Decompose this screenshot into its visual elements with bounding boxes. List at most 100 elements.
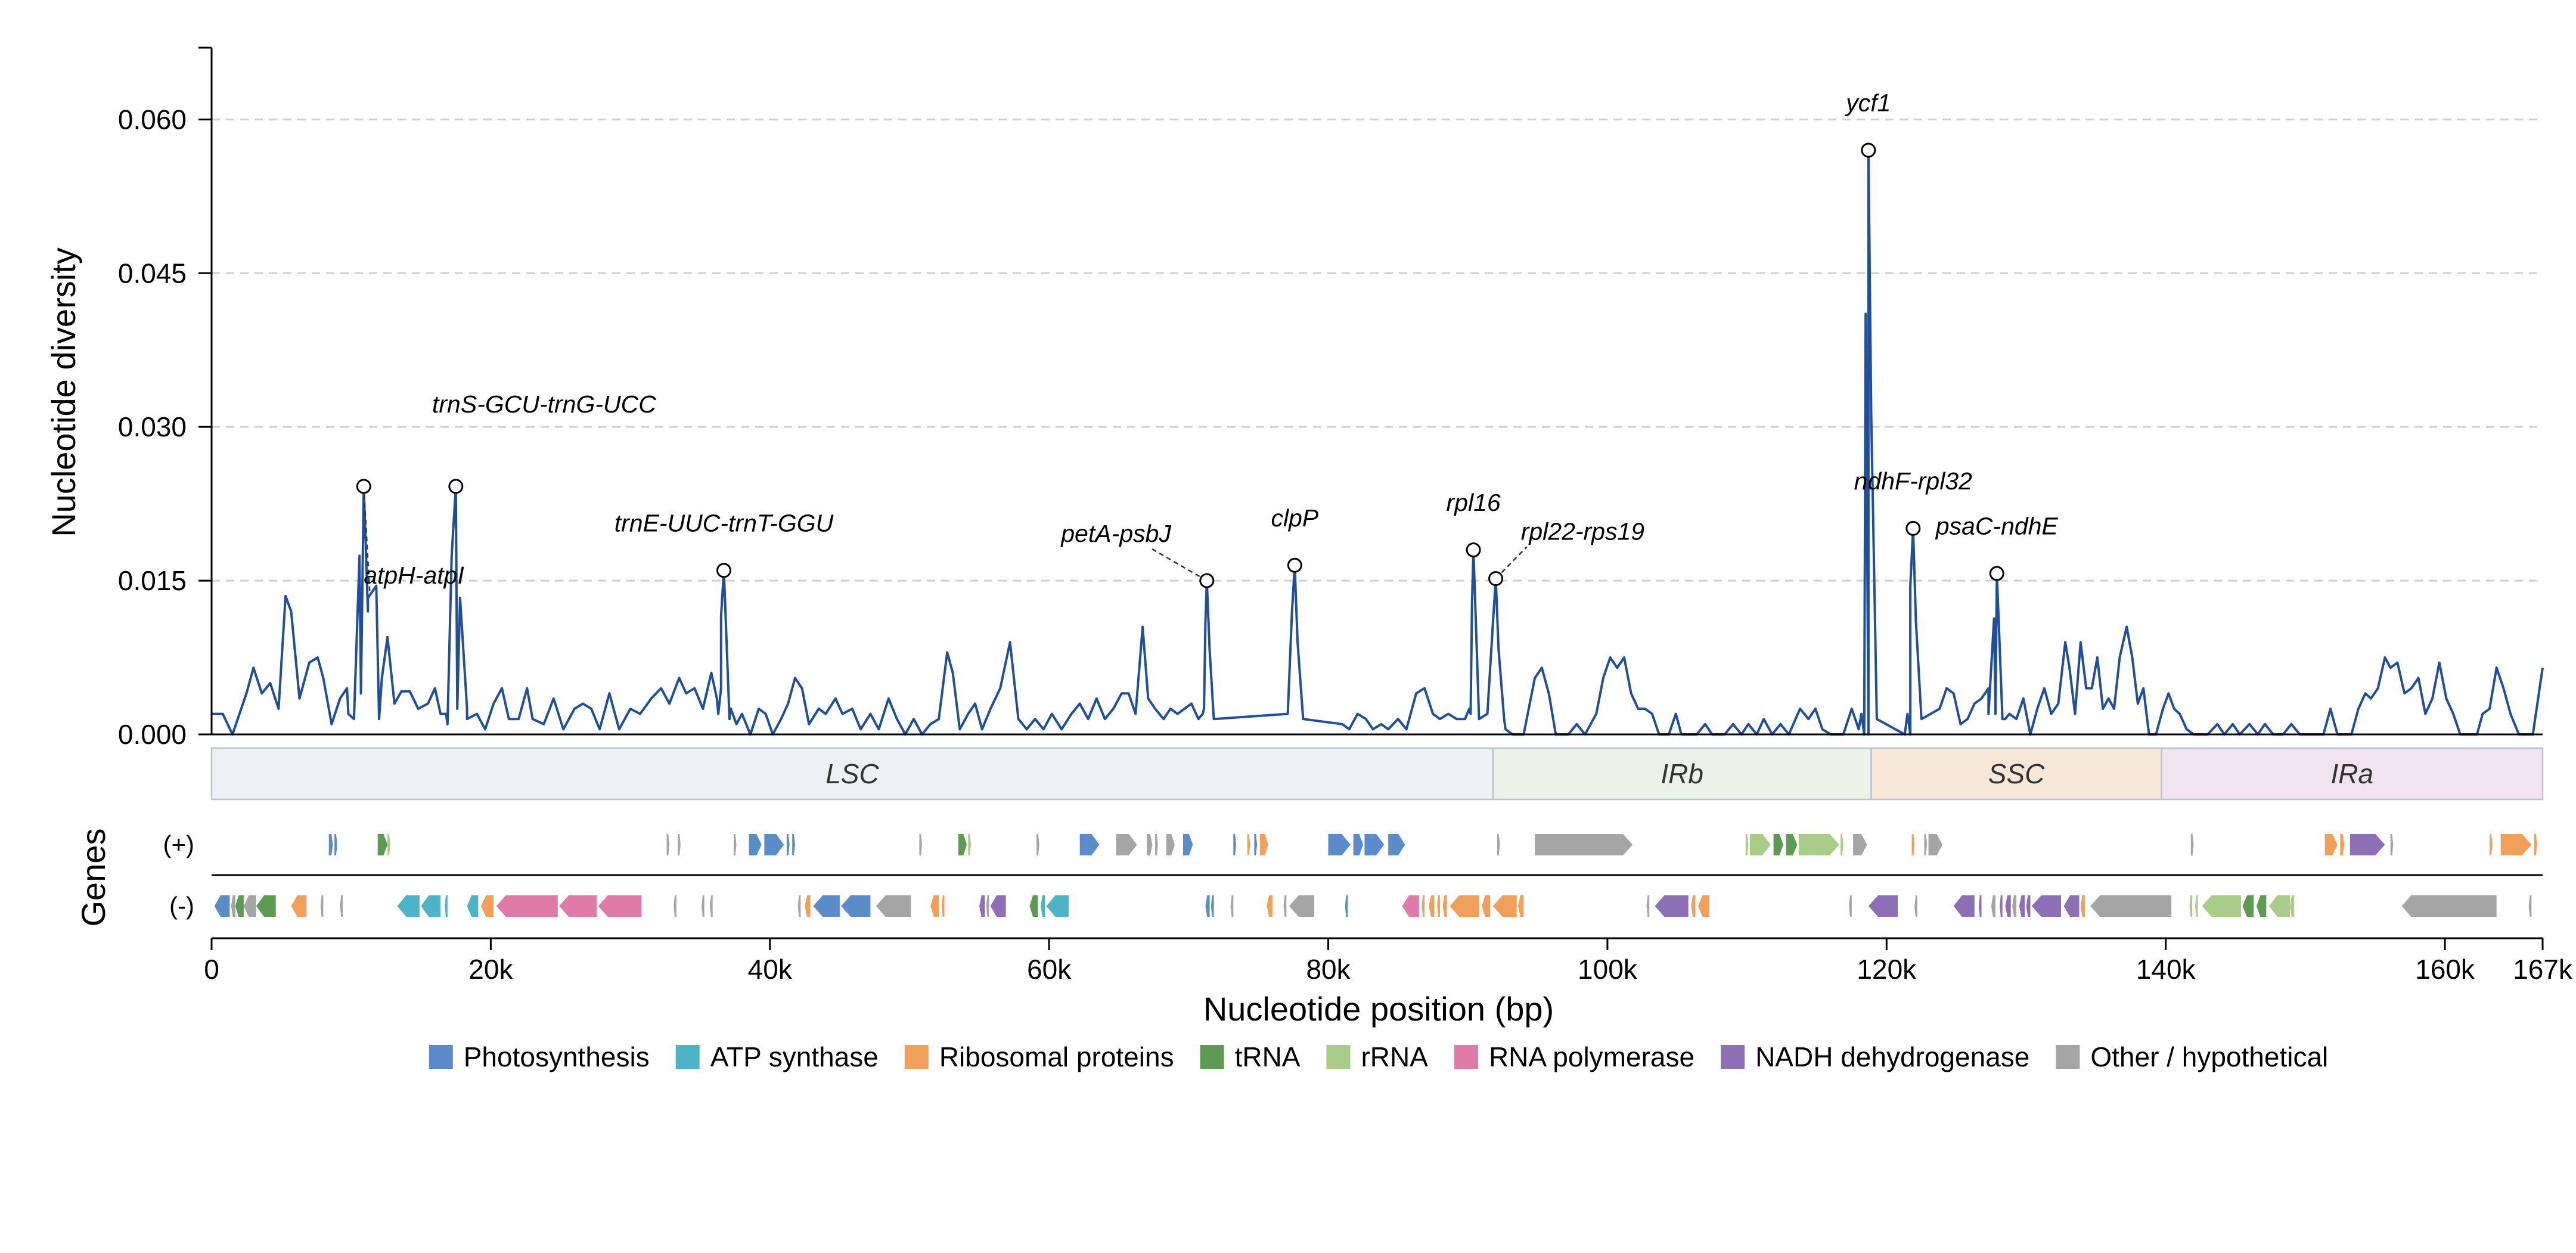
gene-arrow bbox=[2090, 895, 2172, 917]
region-block bbox=[2161, 747, 2544, 801]
gene-arrow bbox=[2005, 895, 2011, 917]
gene-arrow bbox=[1928, 834, 1942, 855]
gene-arrow bbox=[1046, 895, 1069, 917]
gene-arrow bbox=[2269, 895, 2291, 917]
x-tick-label: 120k bbox=[1857, 954, 1917, 985]
gene-arrow bbox=[243, 895, 256, 917]
gene-arrow bbox=[797, 895, 801, 917]
gene-arrow bbox=[1437, 895, 1440, 917]
gene-arrow bbox=[1155, 834, 1158, 855]
gene-arrow bbox=[1773, 834, 1783, 855]
peak-marker bbox=[448, 479, 464, 494]
gene-track: (+) (-) bbox=[163, 830, 2543, 920]
gene-arrow bbox=[1911, 834, 1915, 855]
peak-marker bbox=[1861, 142, 1876, 158]
gene-arrow bbox=[334, 834, 337, 855]
gene-arrow bbox=[968, 834, 971, 855]
gene-arrow bbox=[598, 895, 642, 917]
peak-label: psaC-ndhE bbox=[1935, 513, 2059, 540]
gene-arrow bbox=[1991, 895, 1995, 917]
gene-arrow bbox=[678, 834, 681, 855]
gene-arrow bbox=[1924, 834, 1928, 855]
peak-leader-line bbox=[1495, 546, 1528, 579]
peak-label: clpP bbox=[1271, 504, 1318, 532]
gene-arrow bbox=[764, 834, 784, 855]
gene-arrow bbox=[941, 895, 945, 917]
strand-label: (-) bbox=[169, 892, 194, 920]
peak-label: rpl22-rps19 bbox=[1521, 517, 1644, 545]
gene-arrow bbox=[2390, 834, 2394, 855]
gene-arrow bbox=[930, 895, 939, 917]
gene-arrow bbox=[990, 895, 1006, 917]
legend-label: ATP synthase bbox=[710, 1041, 879, 1072]
gene-arrow bbox=[2063, 895, 2080, 917]
y-tick-label: 0.015 bbox=[118, 565, 187, 596]
gene-arrow bbox=[2350, 834, 2385, 855]
peak-marker bbox=[1287, 557, 1302, 573]
gene-arrow bbox=[1267, 895, 1273, 917]
gene-arrow bbox=[813, 895, 840, 917]
gene-arrow bbox=[1798, 834, 1839, 855]
gene-arrow bbox=[1147, 834, 1153, 855]
gene-arrow bbox=[377, 834, 388, 855]
region-block bbox=[1870, 747, 2162, 801]
gene-arrow bbox=[481, 895, 494, 917]
legend-label: Other / hypothetical bbox=[2090, 1041, 2328, 1072]
peak-annotation-layer: atpH-atpI trnS-GCU-trnG-UCC trnE-UUC-trnT-… bbox=[356, 89, 2059, 591]
gene-arrow bbox=[397, 895, 420, 917]
gene-arrow bbox=[1978, 895, 1982, 917]
gene-arrow bbox=[805, 895, 811, 917]
gene-arrow bbox=[2190, 834, 2194, 855]
gene-arrow bbox=[1691, 895, 1696, 917]
gene-arrow bbox=[792, 834, 795, 855]
gene-arrow bbox=[1388, 834, 1405, 855]
gene-arrow bbox=[1429, 895, 1435, 917]
gene-arrow bbox=[2080, 895, 2085, 917]
gene-arrow bbox=[1853, 834, 1867, 855]
peak-leader-line bbox=[1151, 548, 1208, 582]
gene-arrow bbox=[986, 895, 989, 917]
peak-label: rpl16 bbox=[1447, 489, 1501, 516]
gene-arrow bbox=[1422, 895, 1425, 917]
peak-marker bbox=[1466, 542, 1481, 558]
y-axis-title: Nucleotide diversity bbox=[45, 247, 82, 537]
legend: Photosynthesis ATP synthase Ribosomal prot… bbox=[429, 1041, 2328, 1072]
gene-arrow bbox=[2256, 895, 2267, 917]
gene-arrow bbox=[1211, 895, 1214, 917]
gene-arrow bbox=[1442, 895, 1447, 917]
x-tick-label: 60k bbox=[1027, 954, 1072, 985]
legend-label: Photosynthesis bbox=[464, 1041, 650, 1072]
gene-arrow bbox=[702, 895, 704, 917]
gene-arrow bbox=[841, 895, 871, 917]
peak-label: trnS-GCU-trnG-UCC bbox=[432, 390, 656, 418]
gene-arrow bbox=[445, 895, 448, 917]
legend-swatch bbox=[675, 1045, 700, 1069]
genome-region-bar: LSC IRb SSC IRa bbox=[210, 747, 2544, 801]
gene-arrow bbox=[231, 895, 235, 917]
gene-arrow bbox=[1345, 895, 1348, 917]
gene-arrow bbox=[328, 834, 333, 855]
gene-arrow bbox=[1402, 895, 1419, 917]
gene-arrow bbox=[1328, 834, 1351, 855]
gene-arrow bbox=[256, 895, 276, 917]
gene-arrow bbox=[958, 834, 967, 855]
diversity-line bbox=[212, 148, 2544, 736]
peak-marker bbox=[716, 563, 731, 578]
gene-arrow bbox=[1289, 895, 1315, 917]
gene-arrow bbox=[749, 834, 762, 855]
genes-axis-title: Genes bbox=[75, 829, 112, 927]
gene-arrow bbox=[1698, 895, 1709, 917]
x-tick-label: 160k bbox=[2415, 954, 2475, 985]
legend-label: NADH dehydrogenase bbox=[1755, 1041, 2029, 1072]
gene-arrow bbox=[1953, 895, 1975, 917]
gene-arrow bbox=[2012, 895, 2017, 917]
x-axis-title: Nucleotide position (bp) bbox=[1203, 990, 1554, 1028]
gene-arrow bbox=[2019, 895, 2025, 917]
gene-arrow bbox=[2290, 895, 2295, 917]
gene-arrow bbox=[1841, 834, 1843, 855]
gene-arrow bbox=[2490, 834, 2493, 855]
x-tick-label: 167k bbox=[2513, 954, 2573, 985]
gene-arrow bbox=[1655, 895, 1689, 917]
gene-arrow bbox=[1749, 834, 1771, 855]
gene-arrow bbox=[1364, 834, 1385, 855]
